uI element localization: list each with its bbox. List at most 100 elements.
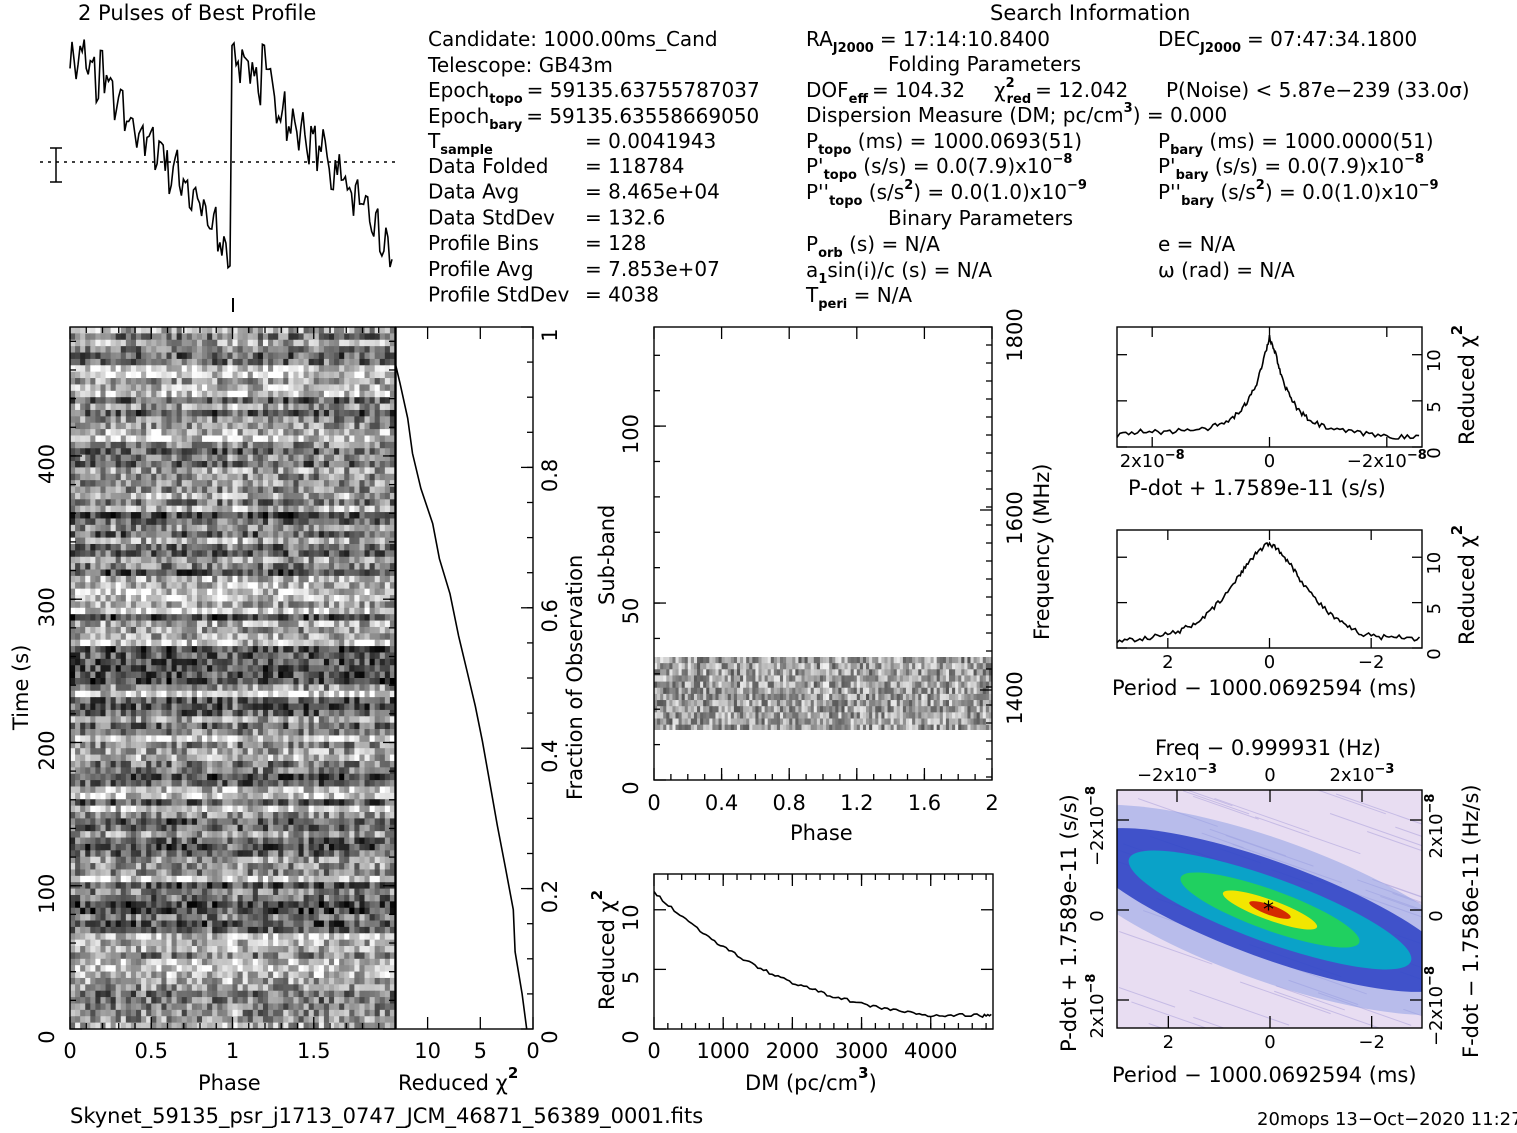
search-info-heading: Search Information (990, 1, 1190, 25)
chi2-fraction-curve (396, 362, 528, 1029)
tick-label: −2x10−8 (1084, 786, 1108, 866)
chi2-fraction-panel: 10 5 00 0.2 0.4 0.6 0.8 1 Reduced χ2 Fraction o… (395, 326, 587, 1095)
subband-panel: 0 0.4 0.8 1.2 1.6 2 0 50 100 1400 1600 1800 Phase S… (595, 308, 1054, 845)
dm-curve (654, 891, 992, 1019)
pddot-topo-line: P''topo (s/s2) = 0.0(1.0)x10−9 (806, 178, 1087, 209)
period-pdot-title: Freq − 0.999931 (Hz) (1155, 736, 1381, 760)
period-frame (1116, 529, 1423, 649)
tick-label: 0 (619, 1030, 643, 1043)
tick-label: 2x10−8 (1423, 794, 1447, 859)
tick-label: 0.8 (538, 459, 562, 492)
porb-line: Porb (s) = N/A (806, 232, 940, 261)
tick-label: 2 (985, 791, 998, 815)
pdot-topo-line: P'topo (s/s) = 0.0(7.9)x10−8 (806, 152, 1072, 183)
tick-label: 400 (35, 444, 59, 484)
tick-label: 4000 (904, 1039, 957, 1063)
tick-label: 2x10−8 (1120, 448, 1185, 472)
tick-label: 0 (63, 1039, 76, 1063)
tick-label: 0.2 (538, 880, 562, 913)
epoch-bary-line: Epochbary = 59135.63558669050 (428, 104, 759, 133)
a1sini-line: a1sin(i)/c (s) = N/A (806, 258, 992, 287)
tick-label: 0 (647, 791, 660, 815)
chi2-fraction-frame (395, 326, 534, 1030)
tick-label: 0 (647, 1039, 660, 1063)
info-row-label: Profile Bins (428, 231, 539, 255)
tick-label: 10 (1424, 552, 1445, 575)
subband-xlabel: Phase (790, 821, 853, 845)
pdot-curve (1117, 334, 1420, 440)
subband-ylabel: Sub-band (595, 505, 619, 605)
candidate-line: Candidate: 1000.00ms_Cand (428, 27, 718, 51)
pdot-ylabel: Reduced χ2 (1448, 325, 1479, 445)
tick-label: 100 (619, 414, 643, 454)
time-phase-heatmap (70, 327, 395, 1029)
info-row-value: = 8.465e+04 (585, 180, 720, 204)
profile-title: 2 Pulses of Best Profile (78, 1, 316, 25)
pdot-frame (1116, 326, 1423, 448)
dm-panel: 0 1000 2000 3000 4000 0 5 10 DM (pc/cm3) Reduce… (588, 873, 994, 1095)
tick-label: 2x10−3 (1330, 762, 1395, 786)
tick-label: 10 (619, 904, 643, 931)
profile-curve (69, 39, 393, 270)
period-ylabel: Reduced χ2 (1448, 525, 1479, 645)
tick-label: 0 (1424, 648, 1445, 659)
folding-heading: Folding Parameters (888, 52, 1081, 76)
tick-label: 0 (1087, 910, 1108, 921)
tick-label: 5 (619, 971, 643, 984)
tick-label: 200 (35, 730, 59, 770)
tick-label: 2000 (766, 1039, 819, 1063)
tsample-line: Tsample (427, 129, 493, 158)
tick-label: 0 (538, 1030, 562, 1043)
chi2-fraction-xlabel: Reduced χ2 (398, 1064, 518, 1095)
info-row-label: Data Avg (428, 180, 519, 204)
time-phase-ticks: 0 0.5 1 1.5 0 100 200 300 400 (35, 327, 395, 1063)
subband-ticks: 0 0.4 0.8 1.2 1.6 2 0 50 100 1400 1600 1800 (619, 308, 1027, 815)
tick-label: 0 (35, 1030, 59, 1043)
tick-label: 2x10−8 (1084, 974, 1108, 1039)
tick-label: 1800 (1003, 308, 1027, 361)
tick-label: 10 (1424, 349, 1445, 372)
dm-line: Dispersion Measure (DM; pc/cm3) = 0.000 (806, 101, 1227, 127)
chi2-fraction-ylabel: Fraction of Observation (563, 555, 587, 800)
search-information: Search Information Candidate: 1000.00ms_… (427, 1, 1470, 312)
dm-xlabel: DM (pc/cm3) (745, 1064, 877, 1095)
pbary-line: Pbary (ms) = 1000.0000(51) (1158, 129, 1434, 158)
dm-ylabel: Reduced χ2 (588, 890, 619, 1010)
tick-label: 1.2 (840, 791, 873, 815)
tick-label: 1.6 (908, 791, 941, 815)
chi2-fraction-ticks: 10 5 00 0.2 0.4 0.6 0.8 1 (414, 326, 562, 1063)
epoch-topo-line: Epochtopo = 59135.63755787037 (428, 78, 760, 107)
tick-label: 0 (1264, 451, 1275, 472)
tick-label: −2x10−3 (1137, 762, 1217, 786)
period-xlabel: Period − 1000.0692594 (ms) (1112, 676, 1417, 700)
tick-label: 1400 (1003, 671, 1027, 724)
time-phase-ylabel: Time (s) (9, 645, 33, 731)
info-row-value: = 128 (585, 231, 646, 255)
tick-label: 50 (619, 598, 643, 625)
tick-label: 2 (1162, 652, 1173, 673)
tick-label: −2 (1358, 652, 1385, 673)
period-pdot-ylabel: P-dot + 1.7589e-11 (s/s) (1057, 794, 1081, 1052)
tick-label: 0 (526, 1039, 539, 1063)
ra-line: RAJ2000 = 17:14:10.8400 (806, 27, 1050, 56)
period-pdot-y2label: F-dot − 1.7586e-11 (Hz/s) (1459, 784, 1483, 1058)
tick-label: −2x10−8 (1423, 966, 1447, 1046)
tick-label: −2 (1358, 1032, 1385, 1053)
tick-label: 300 (35, 587, 59, 627)
tick-label: 0 (1426, 910, 1447, 921)
tick-label: 0.6 (538, 599, 562, 632)
info-rows: Data Folded = 118784 Data Avg = 8.465e+04 Da… (428, 154, 720, 307)
omega-line: ω (rad) = N/A (1158, 258, 1295, 282)
tick-label: 0 (1424, 447, 1445, 458)
info-row-label: Data Folded (428, 154, 548, 178)
info-row-label: Profile StdDev (428, 283, 569, 307)
tsample-value: = 0.0041943 (585, 129, 716, 153)
tick-label: 1.5 (297, 1039, 330, 1063)
profile-panel: 2 Pulses of Best Profile (40, 1, 398, 312)
ptopo-line: Ptopo (ms) = 1000.0693(51) (806, 129, 1082, 158)
tick-label: 3000 (835, 1039, 888, 1063)
time-phase-panel: 0 0.5 1 1.5 0 100 200 300 400 Phase Time (s) (9, 326, 396, 1095)
dof-line: DOFeff = 104.32 (806, 78, 965, 107)
info-row-value: = 7.853e+07 (585, 257, 720, 281)
